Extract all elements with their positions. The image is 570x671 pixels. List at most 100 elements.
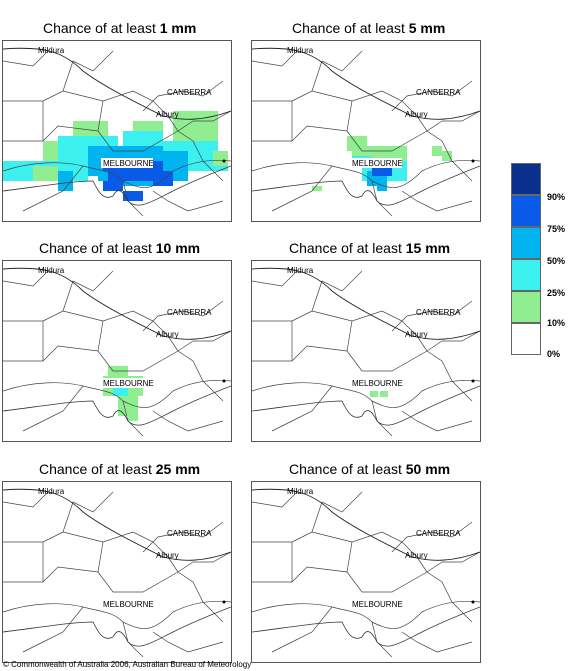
district-boundary [291,531,353,582]
district-boundary [271,165,333,212]
city-label-mildura: Mildura [287,46,314,55]
state-border [3,47,231,120]
city-label-albury: Albury [405,330,428,339]
district-boundary [22,606,84,653]
legend-swatch-10 [511,291,541,323]
victoria-map: Mildura CANBERRA Albury MELBOURNE [3,487,231,658]
district-boundary [62,491,114,533]
coastal-point-marker [222,159,226,163]
district-boundary [426,571,473,623]
legend-label-90: 90% [547,192,566,202]
city-label-background [350,378,402,388]
map-10mm: Mildura CANBERRA Albury MELBOURNE [2,260,232,442]
city-label-albury: Albury [156,551,179,560]
coastal-point-marker [471,379,475,383]
district-boundary [3,561,194,593]
district-boundary [193,110,231,122]
title-threshold: 50 mm [405,461,451,477]
legend-label-75: 75% [547,224,566,234]
probability-cell [372,166,392,176]
city-label-mildura: Mildura [287,266,314,275]
district-boundary [3,491,49,508]
district-boundary [311,491,363,533]
city-label-albury: Albury [156,110,179,119]
city-label-canberra: CANBERRA [167,308,212,317]
coastal-point-marker [471,600,475,604]
district-boundary [371,621,393,658]
legend-label-25: 25% [547,288,566,298]
probability-cell [128,406,138,421]
city-label-melbourne: MELBOURNE [352,600,403,609]
district-boundary [391,521,473,553]
state-border [252,488,480,561]
city-label-background [350,599,402,609]
district-boundary [62,270,114,312]
district-boundary [97,310,179,352]
district-boundary [142,521,224,553]
coastline [252,165,480,206]
city-label-melbourne: MELBOURNE [103,600,154,609]
district-boundary [42,531,104,582]
state-border [252,267,480,340]
victoria-map: Mildura CANBERRA Albury MELBOURNE [252,487,480,658]
district-boundary [193,551,231,563]
district-boundary [291,310,353,361]
title-prefix: Chance of at least [43,20,160,36]
state-border [252,47,480,120]
city-label-background [101,158,153,168]
title-threshold: 10 mm [155,240,201,256]
probability-cell [153,171,173,186]
city-label-background [101,378,153,388]
district-boundary [152,631,224,653]
district-boundary [97,531,179,573]
map-1mm: Mildura CANBERRA Albury MELBOURNE [2,40,232,222]
district-boundary [346,90,428,132]
city-label-albury: Albury [405,551,428,560]
victoria-map: Mildura CANBERRA Albury MELBOURNE [3,266,231,437]
panel-title-50mm: Chance of at least 50 mm [289,461,450,477]
district-boundary [252,561,443,593]
legend-label-50: 50% [547,256,566,266]
district-boundary [142,300,224,332]
city-label-melbourne: MELBOURNE [103,379,154,388]
state-border [3,488,231,561]
city-label-canberra: CANBERRA [416,88,461,97]
district-boundary [97,90,179,132]
district-boundary [122,621,144,658]
title-prefix: Chance of at least [39,461,156,477]
district-boundary [252,120,443,152]
legend-swatch-50 [511,227,541,259]
coastal-point-marker [222,600,226,604]
district-boundary [3,159,231,188]
district-boundary [271,385,333,432]
probability-cell [33,166,58,181]
title-prefix: Chance of at least [289,461,406,477]
map-50mm: Mildura CANBERRA Albury MELBOURNE [251,481,481,663]
panel-title-10mm: Chance of at least 10 mm [39,240,200,256]
victoria-map: Mildura CANBERRA Albury MELBOURNE [3,46,231,217]
city-label-melbourne: MELBOURNE [352,379,403,388]
victoria-map: Mildura CANBERRA Albury MELBOURNE [252,46,480,217]
probability-cell [213,151,228,166]
title-threshold: 1 mm [159,20,197,36]
title-threshold: 25 mm [155,461,201,477]
probability-cell [58,171,73,191]
district-boundary [22,385,84,432]
district-boundary [346,310,428,352]
district-boundary [252,600,480,629]
panel-title-25mm: Chance of at least 25 mm [39,461,200,477]
district-boundary [62,50,114,92]
district-boundary [271,606,333,653]
district-boundary [401,631,473,653]
district-boundary [3,340,194,372]
district-boundary [442,330,480,342]
district-boundary [3,120,194,152]
district-boundary [442,551,480,563]
title-threshold: 15 mm [405,240,451,256]
district-boundary [252,340,443,372]
probability-cell [380,391,388,397]
city-label-mildura: Mildura [287,487,314,496]
probability-cell [113,386,128,396]
district-boundary [3,270,49,287]
map-15mm: Mildura CANBERRA Albury MELBOURNE [251,260,481,442]
